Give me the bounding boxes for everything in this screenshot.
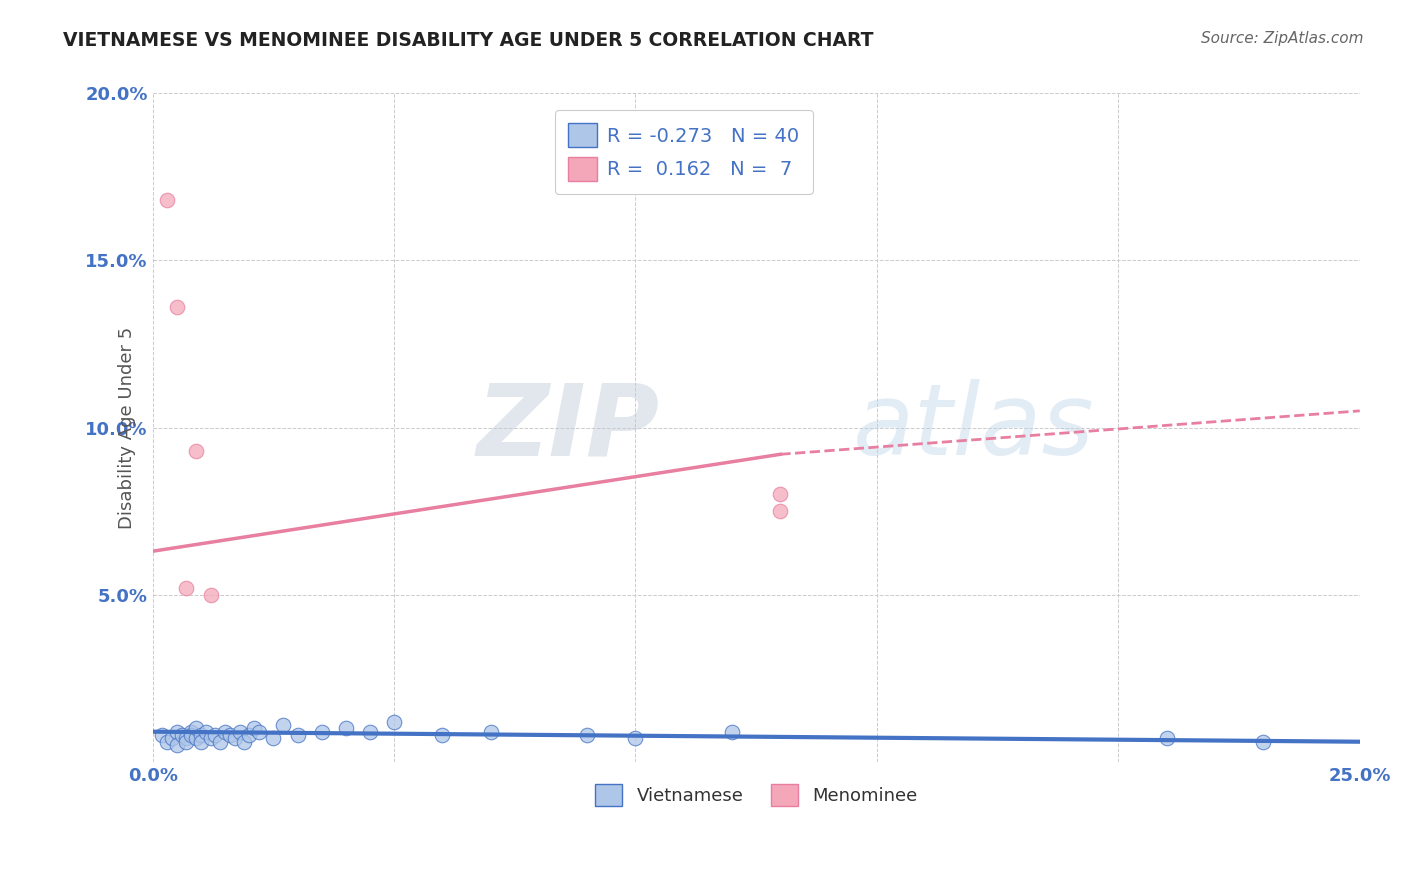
Point	[287, 728, 309, 742]
Point	[176, 731, 198, 746]
Point	[271, 718, 294, 732]
Point	[243, 722, 266, 736]
Point	[156, 735, 179, 749]
Point	[166, 724, 188, 739]
Point	[769, 487, 792, 501]
Point	[170, 728, 193, 742]
Text: atlas: atlas	[853, 379, 1094, 476]
Point	[190, 735, 212, 749]
Point	[176, 735, 198, 749]
Point	[200, 731, 222, 746]
Point	[184, 731, 207, 746]
Point	[247, 724, 270, 739]
Point	[150, 728, 173, 742]
Legend: Vietnamese, Menominee: Vietnamese, Menominee	[588, 776, 925, 813]
Point	[311, 724, 333, 739]
Text: ZIP: ZIP	[477, 379, 659, 476]
Point	[184, 722, 207, 736]
Point	[194, 724, 217, 739]
Point	[166, 738, 188, 752]
Point	[176, 581, 198, 595]
Point	[180, 728, 202, 742]
Point	[160, 731, 183, 746]
Point	[721, 724, 744, 739]
Point	[209, 735, 232, 749]
Point	[224, 731, 246, 746]
Point	[166, 300, 188, 314]
Text: VIETNAMESE VS MENOMINEE DISABILITY AGE UNDER 5 CORRELATION CHART: VIETNAMESE VS MENOMINEE DISABILITY AGE U…	[63, 31, 873, 50]
Point	[479, 724, 502, 739]
Point	[432, 728, 454, 742]
Point	[180, 724, 202, 739]
Point	[204, 728, 226, 742]
Point	[219, 728, 242, 742]
Point	[769, 504, 792, 518]
Point	[624, 731, 647, 746]
Point	[200, 588, 222, 602]
Point	[156, 194, 179, 208]
Point	[233, 735, 256, 749]
Point	[184, 444, 207, 458]
Point	[359, 724, 381, 739]
Point	[238, 728, 260, 742]
Y-axis label: Disability Age Under 5: Disability Age Under 5	[118, 326, 136, 529]
Point	[382, 714, 405, 729]
Point	[228, 724, 250, 739]
Point	[214, 724, 236, 739]
Point	[335, 722, 357, 736]
Point	[1251, 735, 1274, 749]
Point	[262, 731, 284, 746]
Text: Source: ZipAtlas.com: Source: ZipAtlas.com	[1201, 31, 1364, 46]
Point	[1156, 731, 1178, 746]
Point	[576, 728, 599, 742]
Point	[190, 728, 212, 742]
